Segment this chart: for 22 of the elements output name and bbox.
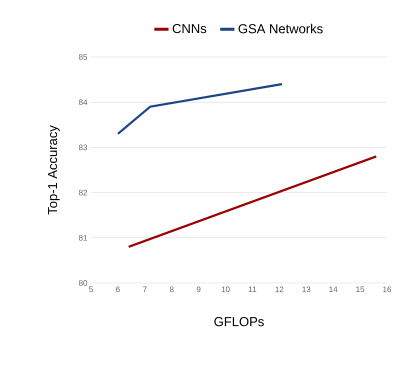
- y-tick-label: 85: [78, 54, 88, 60]
- x-tick-label: 8: [170, 286, 174, 292]
- x-tick-label: 14: [329, 286, 338, 292]
- x-tick-label: 13: [302, 286, 310, 292]
- x-tick-label: 10: [222, 286, 230, 292]
- x-tick-label: 6: [116, 286, 120, 292]
- x-tick-label: 5: [89, 286, 93, 292]
- legend-label: GSA Networks: [238, 24, 323, 34]
- x-tick-label: 16: [383, 286, 392, 292]
- x-tick-label: 9: [196, 286, 200, 292]
- y-axis-title: Top-1 Accuracy: [48, 125, 60, 214]
- x-tick-label: 15: [356, 286, 364, 292]
- x-tick-label: 12: [276, 286, 284, 292]
- x-axis-title: GFLOPs: [214, 317, 264, 326]
- y-tick-label: 84: [78, 99, 88, 106]
- x-tick-label: 11: [248, 286, 256, 292]
- y-tick-label: 80: [78, 280, 88, 286]
- y-tick-label: 82: [78, 190, 88, 196]
- y-tick-label: 81: [78, 234, 88, 241]
- legend-label: CNNs: [172, 24, 206, 34]
- y-tick-label: 83: [78, 144, 88, 150]
- x-tick-label: 7: [143, 286, 147, 292]
